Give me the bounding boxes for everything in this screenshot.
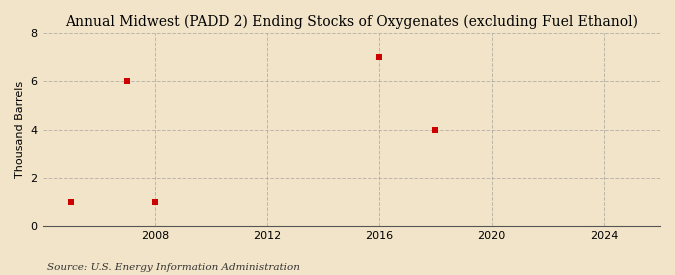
Text: Source: U.S. Energy Information Administration: Source: U.S. Energy Information Administ… xyxy=(47,263,300,272)
Y-axis label: Thousand Barrels: Thousand Barrels xyxy=(15,81,25,178)
Title: Annual Midwest (PADD 2) Ending Stocks of Oxygenates (excluding Fuel Ethanol): Annual Midwest (PADD 2) Ending Stocks of… xyxy=(65,15,638,29)
